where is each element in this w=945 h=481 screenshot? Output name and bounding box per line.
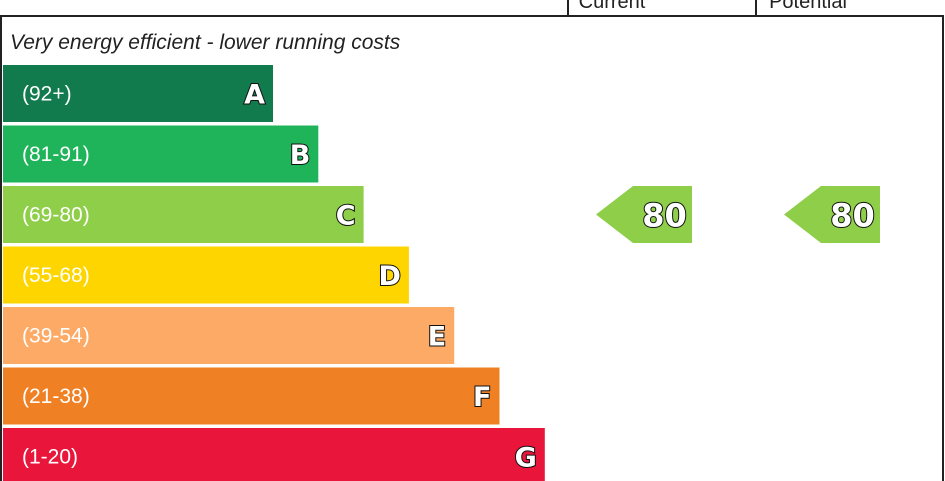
band-bar (3, 428, 545, 481)
band-letter: B (290, 140, 311, 171)
band-bar (3, 246, 409, 304)
score-value: 80 (830, 197, 875, 235)
rating-bands: (92+) A (81-91) B (69-80) C (55-68) D (39-54) E (2… (3, 65, 545, 481)
band-f: (21-38) F (3, 367, 500, 425)
band-letter: A (244, 80, 265, 111)
score-value: 80 (642, 197, 687, 235)
band-bar (3, 307, 455, 364)
current-column-header: Current (579, 0, 646, 13)
band-range-label: (55-68) (22, 264, 90, 287)
band-bar (3, 65, 273, 122)
band-letter: E (428, 322, 446, 353)
rating-markers: 80 80 (596, 186, 880, 243)
band-bar (3, 186, 364, 243)
band-letter: C (336, 201, 356, 232)
chart-frame (0, 15, 944, 481)
band-letter: D (378, 261, 400, 292)
score-arrow (784, 186, 880, 243)
current-rating-marker: 80 (596, 186, 692, 243)
band-bar (3, 125, 319, 183)
potential-column-header: Potential (769, 0, 847, 13)
band-a: (92+) A (3, 65, 273, 122)
potential-rating-marker: 80 (784, 186, 880, 243)
band-c: (69-80) C (3, 186, 364, 243)
band-range-label: (21-38) (22, 385, 90, 408)
score-arrow (596, 186, 692, 243)
band-range-label: (92+) (22, 83, 72, 106)
band-bar (3, 367, 500, 425)
band-range-label: (1-20) (22, 446, 78, 469)
band-letter: F (473, 382, 491, 413)
band-e: (39-54) E (3, 307, 455, 364)
band-d: (55-68) D (3, 246, 409, 304)
band-letter: G (515, 443, 537, 474)
efficiency-subtitle: Very energy efficient - lower running co… (10, 31, 401, 54)
band-b: (81-91) B (3, 125, 319, 183)
band-g: (1-20) G (3, 428, 545, 481)
band-range-label: (81-91) (22, 143, 90, 166)
band-range-label: (39-54) (22, 325, 90, 348)
band-range-label: (69-80) (22, 204, 90, 227)
